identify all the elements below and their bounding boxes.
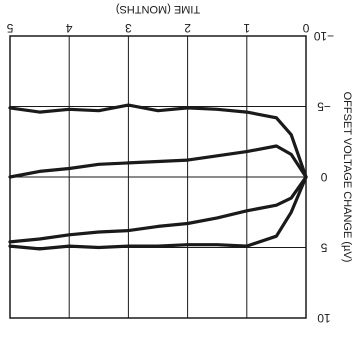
x-tick-label: 1 — [243, 21, 250, 35]
x-tick-label: 4 — [66, 21, 73, 35]
y-axis-title: OFFSET VOLTAGE CHANGE (µV) — [341, 92, 353, 263]
series-line-1 — [8, 103, 308, 179]
plot-frame — [9, 35, 307, 319]
y-tick-label: 0 — [320, 170, 327, 184]
grid-lines — [10, 36, 306, 318]
x-axis-title: TIME (MONTHS) — [116, 3, 200, 15]
series-line-4 — [8, 175, 308, 251]
y-tick-label: 5 — [320, 241, 327, 255]
x-tick-label: 3 — [125, 21, 132, 35]
x-tick-label: 0 — [302, 21, 309, 35]
y-tick-label: −10 — [313, 29, 334, 43]
x-tick-label: 5 — [6, 21, 13, 35]
series-line-3 — [8, 175, 308, 244]
tick-labels: 0 1 2 3 4 5 −10 −5 0 5 10 — [6, 21, 334, 325]
y-tick-label: −5 — [317, 100, 331, 114]
series-line-2 — [8, 144, 308, 179]
y-tick-label: 10 — [317, 311, 331, 325]
x-tick-label: 2 — [184, 21, 191, 35]
series-lines — [8, 103, 308, 251]
